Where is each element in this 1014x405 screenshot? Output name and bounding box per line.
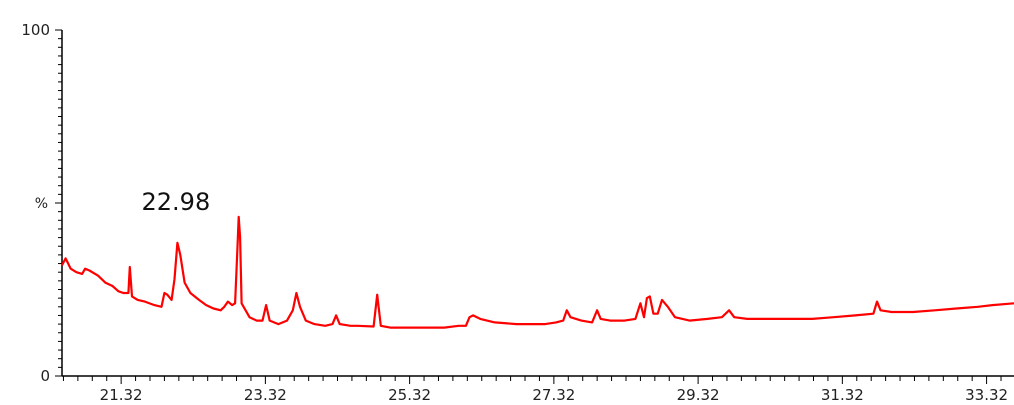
x-tick-label: 29.32: [677, 386, 720, 404]
peak-annotation: 22.98: [142, 188, 211, 216]
y-tick-label: 100: [21, 21, 50, 39]
x-tick-label: 25.32: [388, 386, 431, 404]
plot-area: [61, 215, 1014, 329]
annotations: 22.98: [142, 188, 211, 216]
x-tick-label: 27.32: [532, 386, 575, 404]
x-tick-label: 31.32: [821, 386, 864, 404]
y-axis-label: %: [35, 196, 48, 212]
y-tick-label: 0: [40, 367, 50, 385]
x-tick-label: 21.32: [100, 386, 143, 404]
series-line: [61, 215, 1014, 329]
x-tick-label: 33.32: [965, 386, 1008, 404]
x-tick-label: 23.32: [244, 386, 287, 404]
x-axis: 21.32 23.32 25.32 27.32 29.32 31.32 33.32: [62, 375, 1014, 404]
y-axis: 0 100%: [21, 21, 63, 385]
